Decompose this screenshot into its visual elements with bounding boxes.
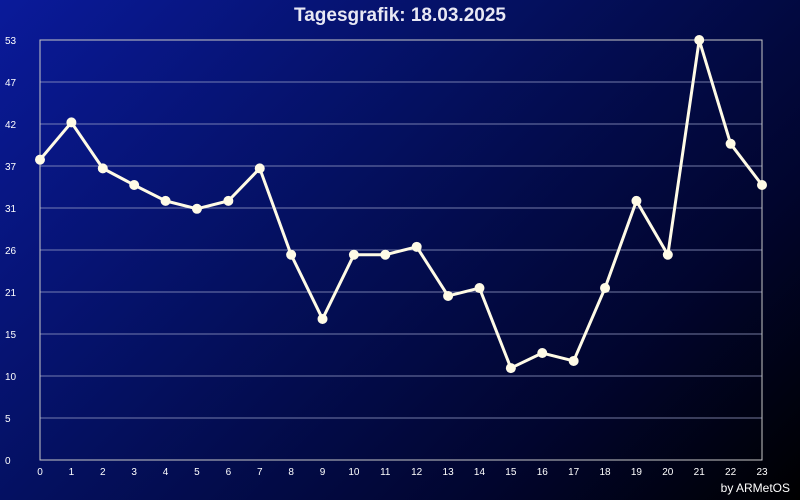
x-tick-label: 18 (599, 467, 611, 478)
y-tick-label: 5 (5, 414, 11, 425)
x-tick-label: 15 (505, 467, 517, 478)
data-point (725, 138, 736, 149)
x-tick-label: 16 (537, 467, 549, 478)
data-point (757, 180, 767, 191)
chart-title: Tagesgrafik: 18.03.2025 (294, 5, 506, 26)
x-tick-label: 22 (725, 467, 737, 478)
data-point (317, 313, 328, 324)
x-tick-label: 8 (288, 467, 294, 478)
data-point (348, 249, 359, 260)
x-tick-label: 5 (194, 467, 200, 478)
y-tick-label: 31 (5, 204, 17, 215)
x-tick-label: 21 (694, 467, 706, 478)
credit-label: by ARMetOS (720, 481, 790, 495)
data-point (66, 117, 77, 128)
x-tick-label: 0 (37, 467, 43, 478)
y-tick-label: 0 (5, 456, 11, 467)
data-point (411, 241, 422, 252)
x-tick-label: 10 (348, 467, 360, 478)
axes (39, 39, 763, 461)
y-tick-label: 26 (5, 246, 17, 257)
y-tick-label: 21 (5, 288, 17, 299)
x-tick-label: 4 (163, 467, 169, 478)
data-point (286, 249, 297, 260)
x-tick-label: 19 (631, 467, 643, 478)
x-tick-label: 13 (443, 467, 455, 478)
x-tick-label: 9 (320, 467, 326, 478)
x-tick-label: 11 (380, 467, 391, 478)
y-tick-label: 53 (5, 36, 17, 47)
data-point (443, 290, 454, 301)
y-tick-label: 42 (5, 120, 17, 131)
data-point (505, 363, 516, 374)
data-point (35, 154, 45, 165)
data-point (129, 180, 140, 191)
x-tick-label: 12 (411, 467, 423, 478)
y-tick-label: 15 (5, 330, 17, 341)
x-tick-label: 23 (756, 467, 768, 478)
x-tick-label: 2 (100, 467, 106, 478)
data-point (223, 195, 234, 206)
x-tick-label: 7 (257, 467, 263, 478)
data-point (254, 163, 265, 174)
data-point (631, 195, 642, 206)
data-point (191, 203, 202, 214)
data-point (97, 163, 108, 174)
data-point (600, 283, 611, 294)
x-tick-label: 1 (69, 467, 75, 478)
data-point (662, 249, 673, 260)
data-point (160, 195, 171, 206)
y-axis-ticks: 0 5 10 15 21 26 31 37 42 47 53 (5, 36, 17, 467)
data-point (380, 249, 391, 260)
x-axis-ticks: 0 1 2 3 4 5 6 7 8 9 10 11 12 13 14 15 16 17 18 19 20 21 22 23 (37, 467, 768, 478)
data-point (568, 355, 579, 366)
plot-frame (39, 39, 763, 461)
y-tick-label: 47 (5, 78, 17, 89)
y-tick-label: 10 (5, 372, 17, 383)
x-tick-label: 3 (131, 467, 137, 478)
x-tick-label: 6 (226, 467, 232, 478)
series-line (38, 38, 764, 370)
series-temperature (35, 35, 767, 374)
data-point (537, 348, 548, 359)
x-tick-label: 20 (662, 467, 674, 478)
x-tick-label: 17 (568, 467, 580, 478)
data-point (694, 35, 705, 45)
y-tick-label: 37 (5, 162, 17, 173)
x-tick-label: 14 (474, 467, 486, 478)
data-point (474, 283, 485, 294)
